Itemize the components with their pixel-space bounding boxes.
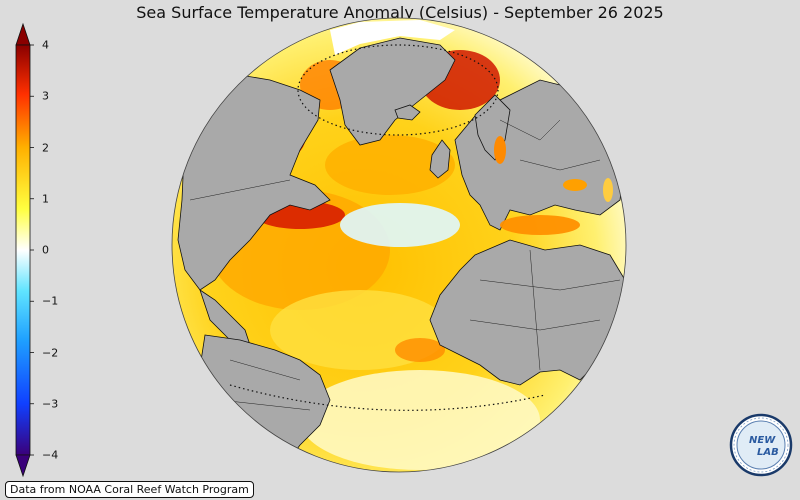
- colorbar-tick-label: 4: [42, 38, 49, 52]
- anomaly-south-atlantic-pale: [300, 370, 540, 470]
- colorbar-bottom-arrow: [15, 454, 31, 478]
- colorbar-tick-label: −1: [42, 294, 59, 308]
- land-africa: [429, 239, 626, 386]
- colorbar-tick-label: 1: [42, 192, 49, 206]
- country-borders: [189, 119, 621, 411]
- colorbar-tick-label: −4: [42, 448, 59, 462]
- sea-mediterranean: [500, 215, 580, 235]
- border-africa-b: [469, 319, 601, 331]
- sea-black: [563, 179, 587, 191]
- anomaly-mid-atlantic-cool: [340, 203, 460, 247]
- border-south-america-a: [229, 359, 301, 381]
- land-british-isles: [429, 139, 451, 179]
- anomaly-east-atlantic-warm: [325, 135, 455, 195]
- land-north-america: [177, 74, 331, 291]
- colorbar-tick-label: 3: [42, 89, 49, 103]
- sea-baltic: [494, 136, 506, 164]
- sea-caspian: [603, 178, 613, 202]
- border-north-america-a: [189, 179, 291, 201]
- colorbar-tick-label: −2: [42, 346, 59, 359]
- globe-map: [171, 17, 627, 473]
- border-africa-a: [479, 279, 621, 291]
- border-africa-c: [529, 249, 541, 371]
- logo-text-bottom: LAB: [757, 447, 779, 458]
- land-masses: [177, 37, 626, 472]
- globe-outline: [171, 17, 627, 473]
- arctic-ice: [330, 20, 455, 55]
- map-title: Sea Surface Temperature Anomaly (Celsius…: [136, 3, 664, 22]
- border-europe-a: [499, 119, 561, 141]
- colorbar-svg: [15, 22, 34, 478]
- border-europe-b: [519, 159, 601, 171]
- colorbar: 4 3 2 1 0 −1 −2 −3 −4: [0, 0, 60, 480]
- globe-content: [172, 18, 626, 472]
- colorbar-tick-label: −3: [42, 397, 59, 411]
- land-greenland: [329, 37, 456, 146]
- colorbar-tick-label: 0: [42, 243, 49, 257]
- new-lab-logo-icon: NEW LAB: [729, 413, 793, 477]
- arctic-circle-line: [297, 44, 499, 136]
- colorbar-tick-label: 2: [42, 141, 49, 154]
- colorbar-tick-marks: [30, 44, 34, 456]
- logo-text-top: NEW: [749, 435, 776, 446]
- land-iceland: [394, 104, 421, 121]
- anomaly-guinea-warm: [395, 338, 445, 362]
- data-credit-box: Data from NOAA Coral Reef Watch Program: [5, 481, 254, 498]
